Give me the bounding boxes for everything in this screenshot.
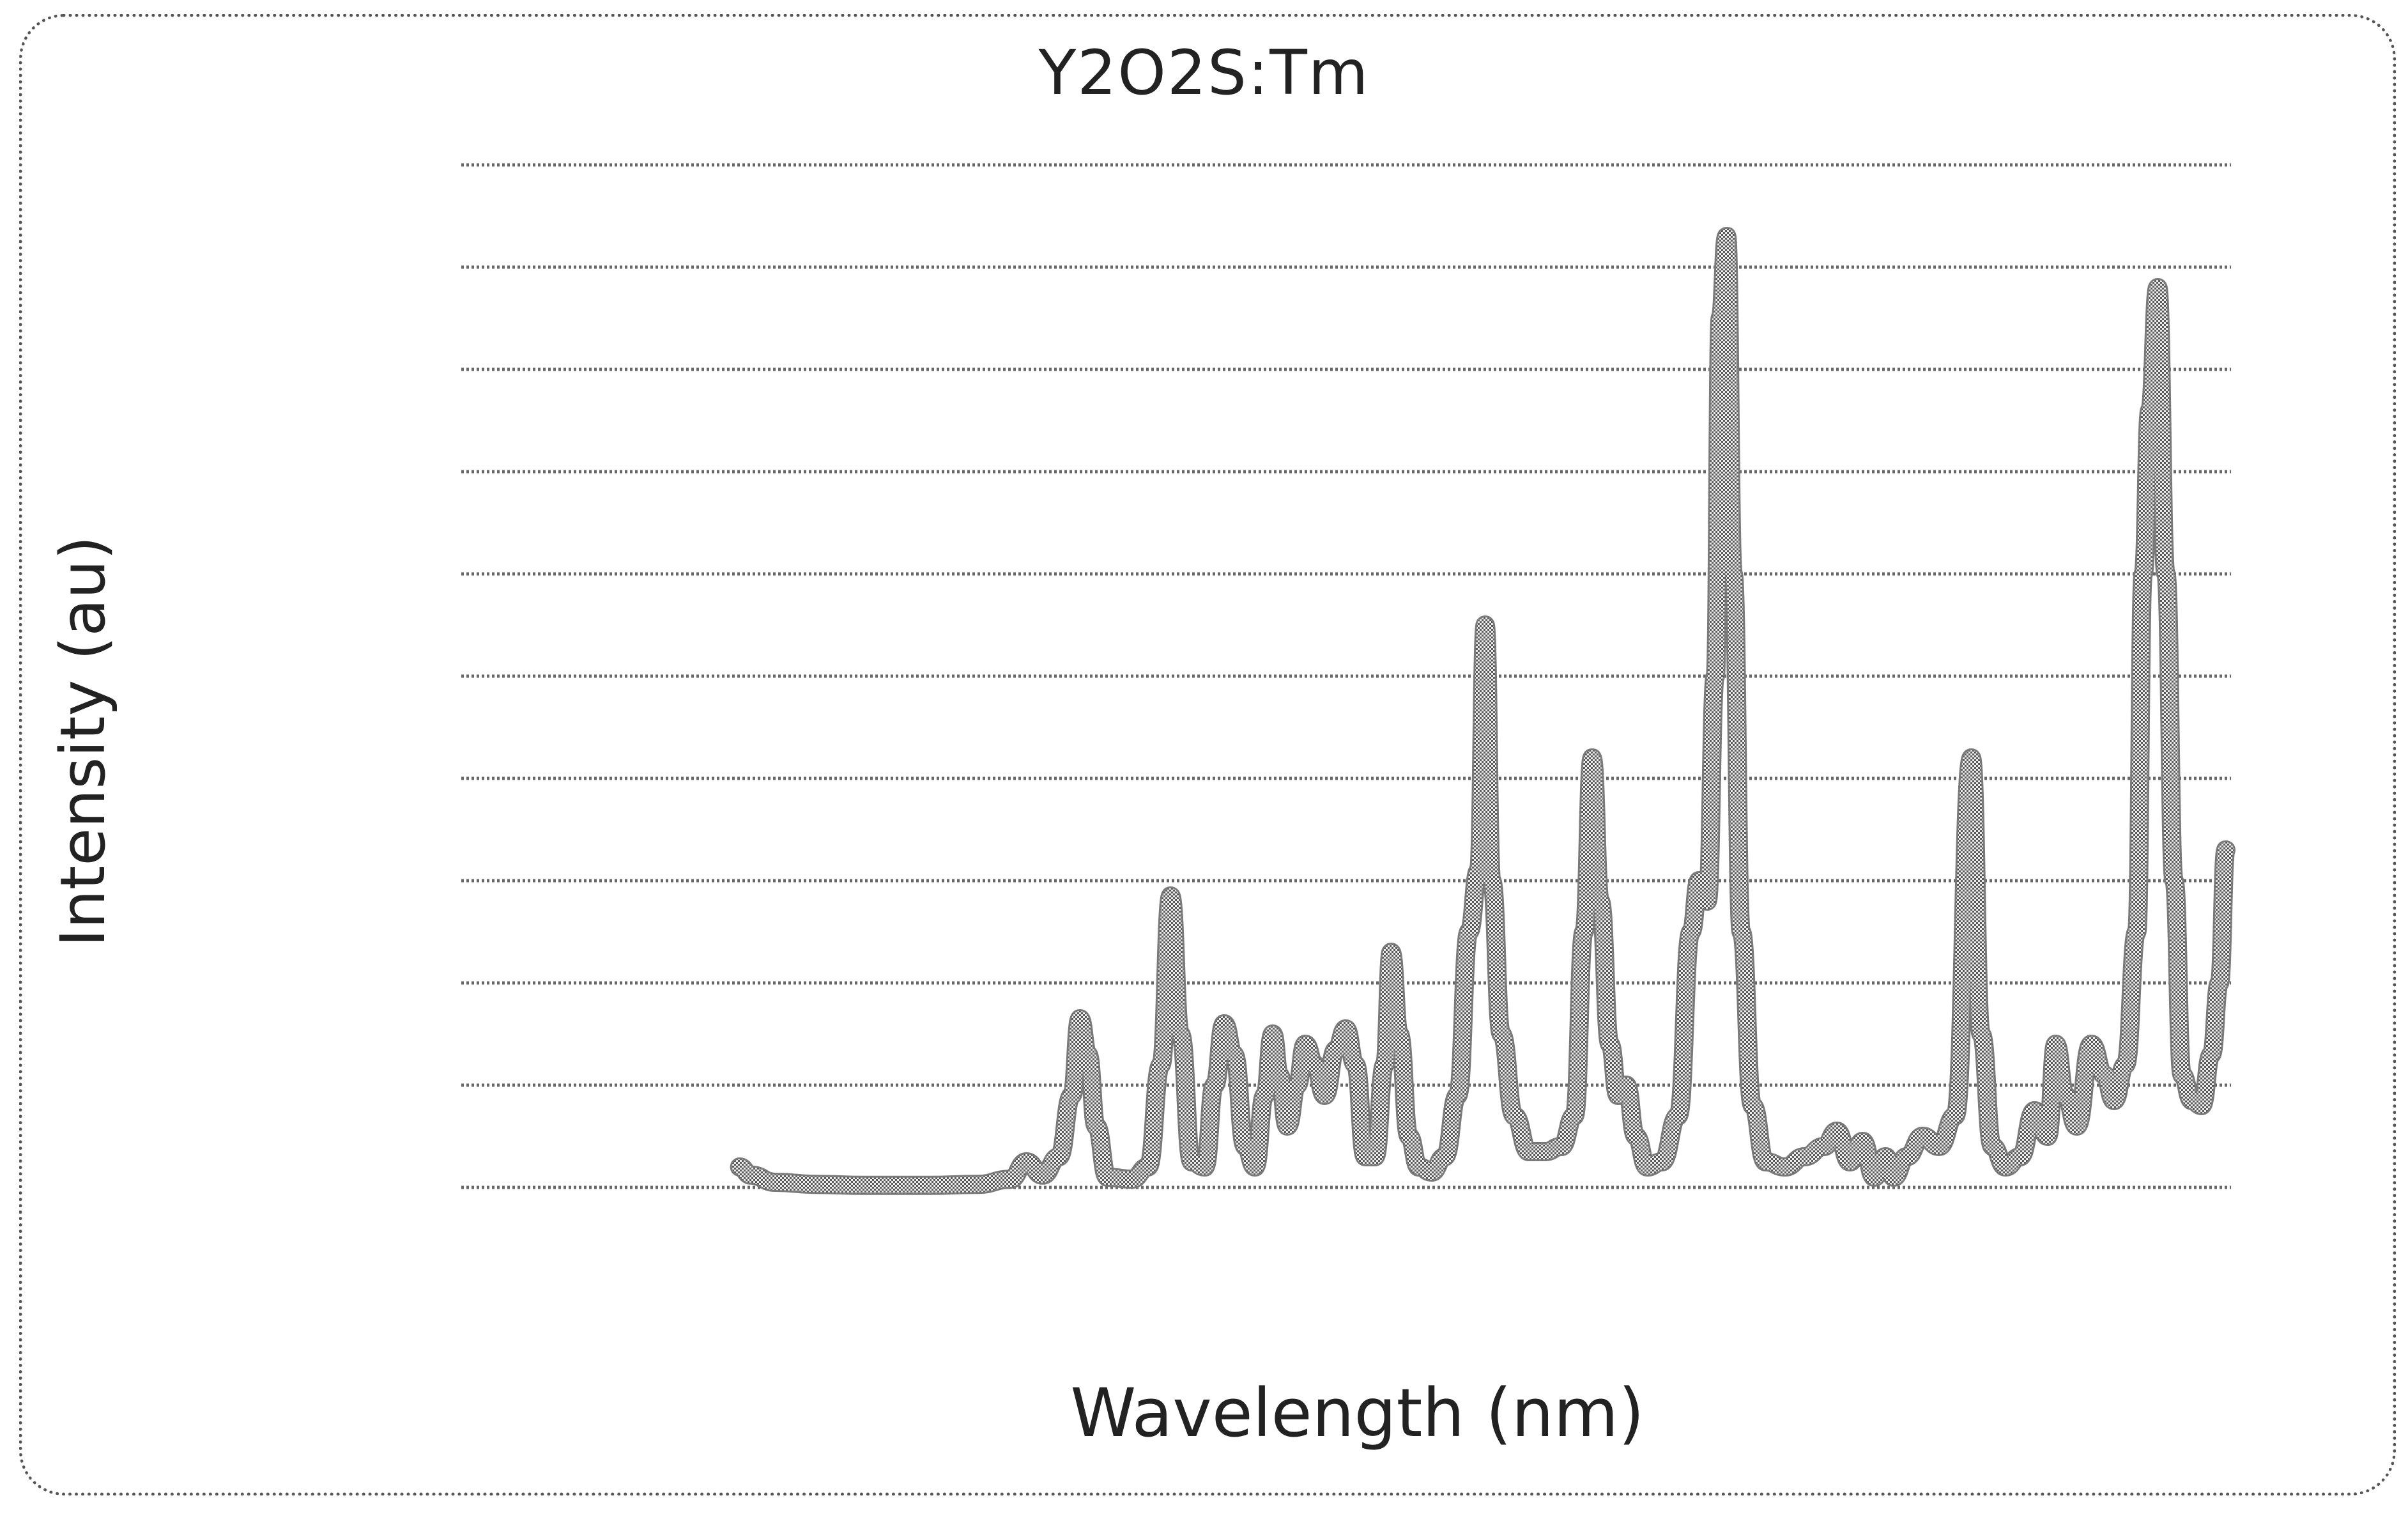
chart-frame <box>19 14 2396 1495</box>
chart-title: Y2O2S:Tm <box>1038 37 1370 109</box>
x-axis-label: Wavelength (nm) <box>1070 1374 1645 1452</box>
series <box>730 227 2235 1195</box>
series-line-texture-0 <box>732 229 2234 1193</box>
gridlines <box>461 163 2231 1189</box>
